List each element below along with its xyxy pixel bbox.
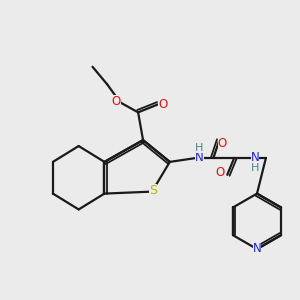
Text: N: N: [250, 152, 260, 164]
Text: N: N: [253, 242, 261, 255]
Text: O: O: [216, 166, 225, 179]
Text: N: N: [195, 152, 204, 164]
Text: H: H: [195, 143, 204, 153]
Text: O: O: [158, 98, 167, 111]
Text: O: O: [112, 95, 121, 108]
Text: O: O: [218, 136, 227, 150]
Text: H: H: [251, 163, 259, 173]
Text: S: S: [149, 184, 157, 197]
